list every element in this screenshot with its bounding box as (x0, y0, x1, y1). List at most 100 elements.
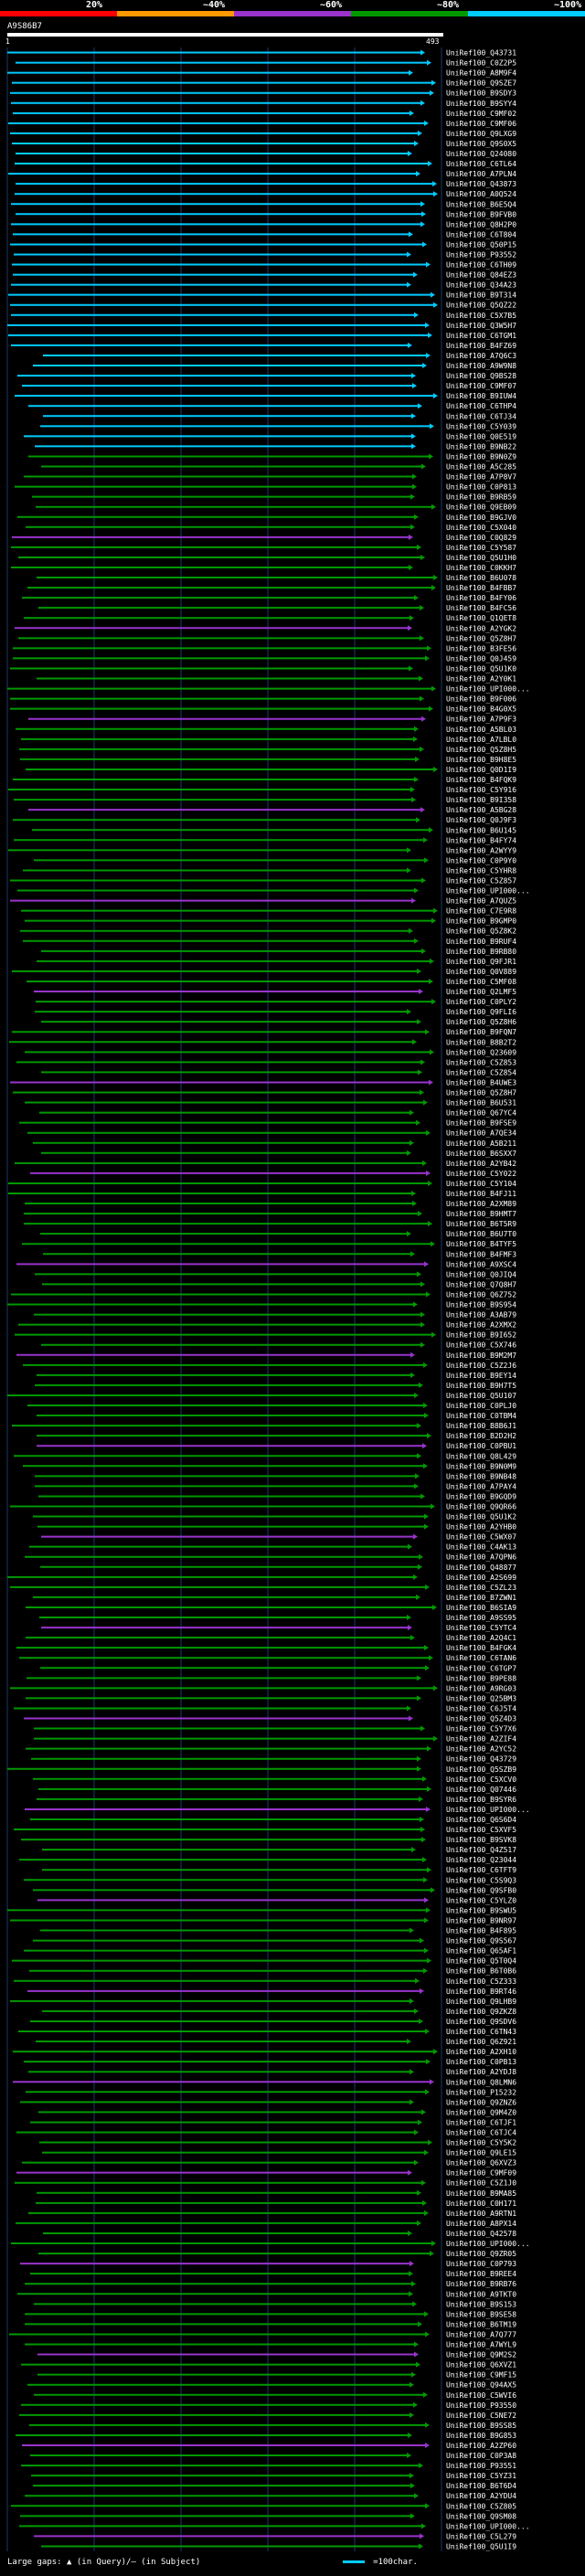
hit-label[interactable]: UniRef100_C6TFT9 (446, 1866, 516, 1874)
hit-label[interactable]: UniRef100_C4AK13 (446, 1543, 516, 1552)
hit-label[interactable]: UniRef100_Q6XVZ3 (446, 2159, 516, 2168)
hit-label[interactable]: UniRef100_B9N0M9 (446, 1462, 516, 1470)
hit-label[interactable]: UniRef100_Q9SFB0 (446, 1886, 516, 1894)
hit-label[interactable]: UniRef100_C5WVI6 (446, 2391, 516, 2400)
hit-label[interactable]: UniRef100_A2Y0K1 (446, 675, 516, 684)
hit-label[interactable]: UniRef100_C6T804 (446, 230, 516, 239)
hit-label[interactable]: UniRef100_C5MF08 (446, 978, 516, 986)
hit-label[interactable]: UniRef100_C5YZ31 (446, 2472, 516, 2480)
hit-label[interactable]: UniRef100_B6SIA9 (446, 1604, 516, 1612)
hit-label[interactable]: UniRef100_B9NR97 (446, 1916, 516, 1924)
hit-label[interactable]: UniRef100_C5Z857 (446, 876, 516, 885)
hit-label[interactable]: UniRef100_C6TGM1 (446, 332, 516, 340)
hit-label[interactable]: UniRef100_B9PE88 (446, 1674, 516, 1682)
hit-label[interactable]: UniRef100_Q94AX5 (446, 2381, 516, 2390)
hit-label[interactable]: UniRef100_Q5QZ22 (446, 302, 516, 310)
hit-label[interactable]: UniRef100_UPI000... (446, 2240, 530, 2248)
hit-label[interactable]: UniRef100_A7LBL0 (446, 736, 516, 744)
hit-label[interactable]: UniRef100_A2XMX2 (446, 1321, 516, 1330)
hit-label[interactable]: UniRef100_A2Q4C1 (446, 1634, 516, 1642)
hit-label[interactable]: UniRef100_Q5Z8H7 (446, 634, 516, 642)
hit-label[interactable]: UniRef100_B6T5R9 (446, 1220, 516, 1228)
hit-label[interactable]: UniRef100_C7E9R8 (446, 907, 516, 916)
hit-label[interactable]: UniRef100_C0Z2P5 (446, 59, 516, 68)
hit-label[interactable]: UniRef100_Q7Q8H7 (446, 1280, 516, 1288)
hit-label[interactable]: UniRef100_Q9ZKZ8 (446, 2008, 516, 2016)
hit-label[interactable]: UniRef100_B9N0Z9 (446, 452, 516, 461)
hit-label[interactable]: UniRef100_A2YHB0 (446, 1523, 516, 1532)
hit-label[interactable]: UniRef100_P93552 (446, 250, 516, 259)
hit-label[interactable]: UniRef100_C5Z853 (446, 1058, 516, 1066)
hit-label[interactable]: UniRef100_B9GQD9 (446, 1492, 516, 1500)
hit-label[interactable]: UniRef100_B4FGK4 (446, 1644, 516, 1652)
hit-label[interactable]: UniRef100_C5S9Q3 (446, 1876, 516, 1884)
hit-label[interactable]: UniRef100_Q2LMF5 (446, 988, 516, 996)
hit-label[interactable]: UniRef100_Q84EZ3 (446, 271, 516, 280)
hit-label[interactable]: UniRef100_C5Y7X6 (446, 1725, 516, 1733)
hit-label[interactable]: UniRef100_A3AB79 (446, 1311, 516, 1320)
hit-label[interactable]: UniRef100_B9S954 (446, 1301, 516, 1309)
hit-label[interactable]: UniRef100_Q8LMN6 (446, 2078, 516, 2086)
hit-label[interactable]: UniRef100_Q9FJR1 (446, 958, 516, 966)
hit-label[interactable]: UniRef100_B4FBB7 (446, 584, 516, 592)
hit-label[interactable]: UniRef100_B9H7T5 (446, 1382, 516, 1390)
hit-label[interactable]: UniRef100_B9FSE9 (446, 1119, 516, 1128)
hit-label[interactable]: UniRef100_Q5U1K0 (446, 664, 516, 673)
hit-label[interactable]: UniRef100_B9F006 (446, 695, 516, 704)
hit-label[interactable]: UniRef100_A7QUZ5 (446, 897, 516, 906)
hit-label[interactable]: UniRef100_Q9M4Z0 (446, 2108, 516, 2116)
hit-label[interactable]: UniRef100_Q07446 (446, 1786, 516, 1794)
hit-label[interactable]: UniRef100_C0P793 (446, 2260, 516, 2268)
hit-label[interactable]: UniRef100_A5B211 (446, 1140, 516, 1148)
hit-label[interactable]: UniRef100_B6T0B6 (446, 1967, 516, 1976)
hit-label[interactable]: UniRef100_Q25BM3 (446, 1694, 516, 1702)
hit-label[interactable]: UniRef100_C6J5T4 (446, 1704, 516, 1712)
hit-label[interactable]: UniRef100_B4TYF5 (446, 1240, 516, 1248)
hit-label[interactable]: UniRef100_C5L279 (446, 2532, 516, 2540)
hit-label[interactable]: UniRef100_C9MF07 (446, 382, 516, 390)
hit-label[interactable]: UniRef100_B9MA85 (446, 2189, 516, 2198)
hit-label[interactable]: UniRef100_B9FVB0 (446, 210, 516, 218)
hit-label[interactable]: UniRef100_C6TJC4 (446, 2128, 516, 2136)
hit-label[interactable]: UniRef100_Q9LHB9 (446, 1998, 516, 2006)
hit-label[interactable]: UniRef100_B9H8E5 (446, 756, 516, 764)
hit-label[interactable]: UniRef100_C6TL64 (446, 160, 516, 168)
hit-label[interactable]: UniRef100_C5X040 (446, 524, 516, 532)
hit-label[interactable]: UniRef100_B6U145 (446, 826, 516, 834)
hit-label[interactable]: UniRef100_B9I358 (446, 796, 516, 804)
hit-label[interactable]: UniRef100_C0PLJ0 (446, 1402, 516, 1410)
hit-label[interactable]: UniRef100_Q4Z517 (446, 1846, 516, 1854)
hit-label[interactable]: UniRef100_A2ZIF4 (446, 1735, 516, 1744)
hit-label[interactable]: UniRef100_Q0J9F3 (446, 816, 516, 824)
hit-label[interactable]: UniRef100_B9GJV0 (446, 514, 516, 522)
hit-label[interactable]: UniRef100_Q9FLI6 (446, 1008, 516, 1016)
hit-label[interactable]: UniRef100_A9RG03 (446, 1684, 516, 1692)
hit-label[interactable]: UniRef100_B6E5Q4 (446, 200, 516, 208)
hit-label[interactable]: UniRef100_A9W9N8 (446, 362, 516, 370)
hit-label[interactable]: UniRef100_C0P813 (446, 483, 516, 492)
hit-label[interactable]: UniRef100_Q9SZE7 (446, 80, 516, 88)
hit-label[interactable]: UniRef100_Q9S567 (446, 1937, 516, 1945)
hit-label[interactable]: UniRef100_A9XSC4 (446, 1260, 516, 1268)
hit-label[interactable]: UniRef100_A9SS95 (446, 1614, 516, 1622)
hit-label[interactable]: UniRef100_C0H171 (446, 2200, 516, 2208)
hit-label[interactable]: UniRef100_A2XH10 (446, 2048, 516, 2056)
hit-label[interactable]: UniRef100_C9MF02 (446, 110, 516, 118)
hit-label[interactable]: UniRef100_Q6XVZ1 (446, 2361, 516, 2369)
hit-label[interactable]: UniRef100_B6U531 (446, 1099, 516, 1108)
hit-label[interactable]: UniRef100_Q0JIQ4 (446, 1270, 516, 1278)
hit-label[interactable]: UniRef100_A5BL03 (446, 726, 516, 734)
hit-label[interactable]: UniRef100_C5WX07 (446, 1533, 516, 1542)
hit-label[interactable]: UniRef100_C5Z2J6 (446, 1362, 516, 1370)
hit-label[interactable]: UniRef100_B6SXX7 (446, 1150, 516, 1158)
hit-label[interactable]: UniRef100_B9RB76 (446, 2280, 516, 2288)
hit-label[interactable]: UniRef100_C6TN43 (446, 2028, 516, 2036)
hit-label[interactable]: UniRef100_B9T314 (446, 292, 516, 300)
hit-label[interactable]: UniRef100_A7WYL9 (446, 2341, 516, 2349)
hit-label[interactable]: UniRef100_A5BG28 (446, 806, 516, 814)
hit-label[interactable]: UniRef100_B9EY14 (446, 1372, 516, 1380)
hit-label[interactable]: UniRef100_A7Q777 (446, 2330, 516, 2338)
hit-label[interactable]: UniRef100_B9M2M7 (446, 1352, 516, 1360)
hit-label[interactable]: UniRef100_Q0V889 (446, 968, 516, 976)
hit-label[interactable]: UniRef100_C0PLY2 (446, 998, 516, 1006)
